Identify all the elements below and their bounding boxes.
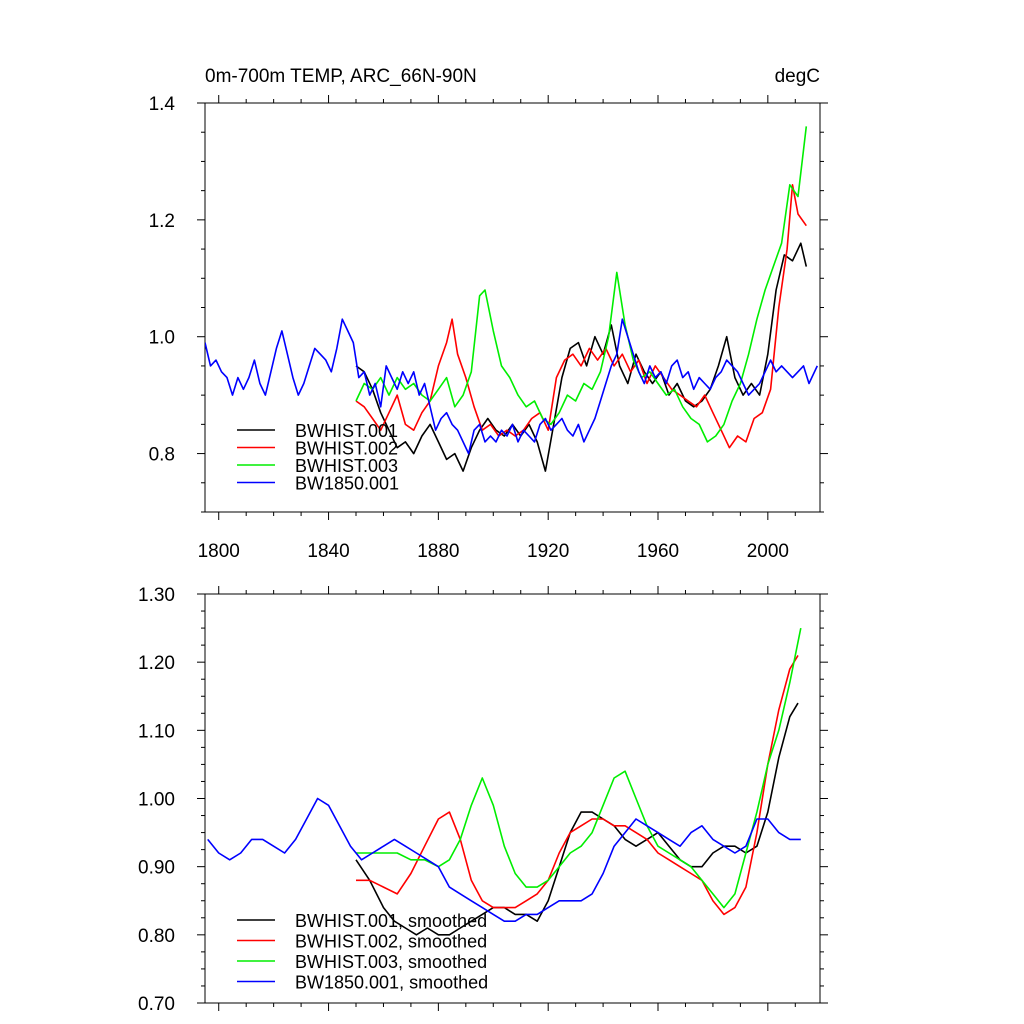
- series-line-bwhist-002: [355, 184, 807, 449]
- legend-label: BWHIST.001: [295, 421, 398, 441]
- y-tick-label: 0.80: [138, 926, 175, 947]
- legend-label: BW1850.001: [295, 474, 399, 494]
- x-tick-label: 1920: [527, 541, 569, 562]
- legend-label: BWHIST.002: [295, 439, 398, 459]
- series-line-bwhist-002-smoothed: [356, 654, 799, 916]
- x-tick-label: 1840: [307, 541, 349, 562]
- y-tick-label: 1.30: [138, 585, 175, 606]
- y-tick-label: 1.00: [138, 790, 175, 811]
- y-tick-label: 1.10: [138, 721, 175, 742]
- x-tick-label: 1960: [637, 541, 679, 562]
- legend-label: BWHIST.003, smoothed: [295, 952, 487, 972]
- series-line-bw1850-001-smoothed: [207, 797, 801, 922]
- series-line-bwhist-003-smoothed: [356, 627, 802, 909]
- y-tick-label: 1.20: [138, 653, 175, 674]
- legend-label: BW1850.001, smoothed: [295, 973, 488, 993]
- legend-label: BWHIST.003: [295, 456, 398, 476]
- top-panel-units: degC: [775, 66, 820, 87]
- y-tick-label: 0.90: [138, 858, 175, 879]
- top-panel-title: 0m-700m TEMP, ARC_66N-90N: [205, 66, 477, 87]
- legend-label: BWHIST.001, smoothed: [295, 911, 487, 931]
- x-tick-label: 2000: [747, 541, 789, 562]
- y-tick-label: 0.8: [149, 445, 175, 466]
- y-tick-label: 1.4: [149, 94, 176, 115]
- series-line-bwhist-001: [355, 242, 808, 472]
- y-tick-label: 0.70: [138, 994, 175, 1015]
- legend-label: BWHIST.002, smoothed: [295, 932, 487, 952]
- top-panel: 1800 1840 1880 1920 1960 2000 0.8 1.0 1.2 1.4 BWHI…: [149, 94, 828, 562]
- bottom-panel: 0.70 0.80 0.90 1.00 1.10 1.20 1.30 BWHIST.001, …: [138, 585, 828, 1015]
- y-tick-label: 1.0: [149, 328, 175, 349]
- series-line-bwhist-001-smoothed: [355, 702, 799, 936]
- series-line-bwhist-003: [355, 126, 808, 443]
- y-tick-label: 1.2: [149, 211, 175, 232]
- series-line-bw1850-001: [205, 318, 819, 455]
- x-tick-label: 1800: [198, 541, 240, 562]
- x-tick-label: 1880: [417, 541, 459, 562]
